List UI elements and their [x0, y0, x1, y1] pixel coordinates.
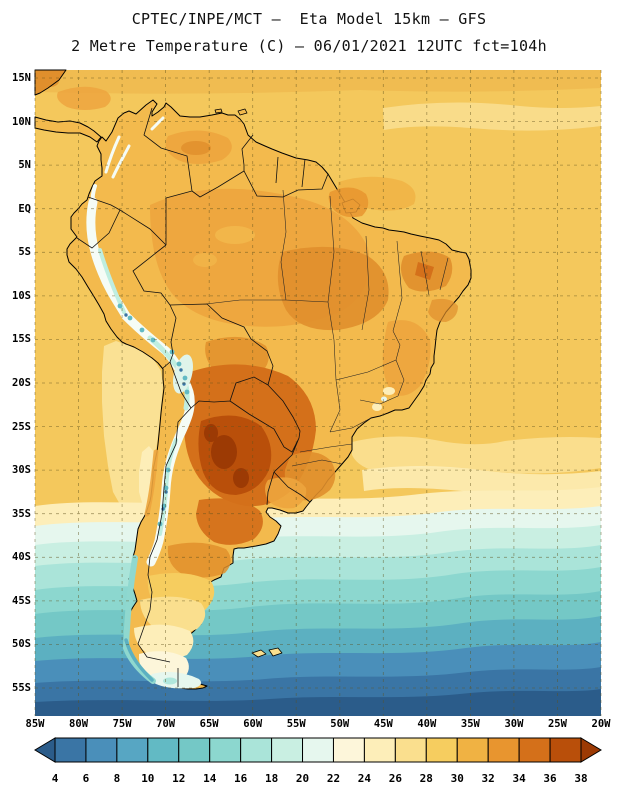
colorbar-tick-label: 30 [451, 772, 464, 785]
colorbar-segment [209, 737, 242, 763]
colorbar-tick-label: 22 [327, 772, 340, 785]
colorbar-segment [518, 737, 551, 763]
colorbar: 4 6 8 10 12 14 16 18 20 22 24 26 28 30 32 34 36 38 [0, 730, 618, 800]
colorbar-tick-label: 16 [234, 772, 248, 785]
colorbar-tick-label: 28 [420, 772, 433, 785]
lon-tick-label: 25W [547, 718, 567, 730]
colorbar-segment [147, 737, 180, 763]
lon-tick-label: 75W [112, 718, 132, 730]
colorbar-tick-label: 10 [141, 772, 154, 785]
lon-tick-label: 20W [591, 718, 611, 730]
colorbar-segment [456, 737, 489, 763]
lat-tick-label: 5S [18, 246, 31, 259]
lon-tick-label: 65W [199, 718, 219, 730]
lat-tick-label: 20S [12, 376, 31, 389]
lat-tick-label: 30S [12, 464, 31, 477]
lat-tick-label: 10N [12, 115, 31, 128]
colorbar-segment [34, 737, 56, 763]
borders [76, 107, 449, 687]
lon-tick-label: 80W [69, 718, 89, 730]
colorbar-tick-label: 38 [574, 772, 587, 785]
central-america-corner [34, 69, 67, 96]
lon-tick-label: 70W [156, 718, 176, 730]
lon-tick-label: 85W [25, 718, 45, 730]
lat-tick-label: 15N [12, 72, 31, 84]
state-borders [205, 189, 449, 467]
country-borders [76, 107, 329, 687]
colorbar-segment [54, 737, 87, 763]
colorbar-segment [487, 737, 520, 763]
lat-tick-label: 15S [12, 333, 31, 346]
colorbar-tick-label: 24 [358, 772, 372, 785]
colorbar-segment [549, 737, 582, 763]
falkland-islands [251, 647, 283, 658]
colorbar-segment [302, 737, 334, 763]
lon-tick-label: 30W [504, 718, 524, 730]
colorbar-segment [240, 737, 273, 763]
lon-tick-label: 40W [417, 718, 437, 730]
grid-path [34, 70, 602, 716]
lat-tick-label: 40S [12, 551, 31, 564]
lat-tick-label: 10S [12, 289, 31, 302]
lat-tick-label: 5N [18, 159, 31, 172]
lon-tick-label: 60W [243, 718, 263, 730]
lat-tick-label: EQ [18, 202, 31, 215]
colorbar-tick-label: 6 [83, 772, 90, 785]
colorbar-segment [425, 737, 458, 763]
colorbar-segment [363, 737, 396, 763]
margarita-island [214, 108, 223, 114]
lon-tick-label: 45W [373, 718, 393, 730]
colorbar-segment [332, 737, 365, 763]
colorbar-tick-label: 8 [114, 772, 121, 785]
colorbar-tick-label: 20 [296, 772, 309, 785]
colorbar-tick-label: 4 [52, 772, 59, 785]
lon-tick-label: 55W [286, 718, 306, 730]
title-line-2: 2 Metre Temperature (C) – 06/01/2021 12U… [71, 37, 547, 55]
colorbar-segment [271, 737, 304, 763]
land-temperature-shading [134, 130, 458, 689]
lon-tick-label: 35W [460, 718, 480, 730]
title-block: CPTEC/INPE/MCT – Eta Model 15km – GFS 2 … [0, 6, 618, 60]
lat-tick-label: 50S [12, 638, 31, 651]
colorbar-tick-label: 18 [265, 772, 278, 785]
colorbar-segment [394, 737, 427, 763]
southern-ocean-bands [35, 487, 601, 716]
colorbar-segment [178, 737, 211, 763]
lat-tick-label: 25S [12, 420, 31, 433]
colorbar-tick-label: 34 [512, 772, 526, 785]
colorbar-segment [116, 737, 149, 763]
title-line-1: CPTEC/INPE/MCT – Eta Model 15km – GFS [131, 10, 487, 28]
lat-tick-label: 55S [12, 681, 31, 694]
grid-lines [34, 70, 602, 716]
colorbar-tick-label: 12 [172, 772, 185, 785]
lon-tick-label: 50W [330, 718, 350, 730]
colorbar-tick-label: 36 [543, 772, 557, 785]
lat-tick-label: 45S [12, 594, 31, 607]
colorbar-segment [580, 737, 602, 763]
colorbar-tick-label: 14 [203, 772, 217, 785]
colorbar-svg: 4 6 8 10 12 14 16 18 20 22 24 26 28 30 32 34 36 38 [34, 737, 602, 785]
colorbar-segment [85, 737, 118, 763]
lat-tick-label: 35S [12, 507, 31, 520]
trinidad-island [237, 108, 248, 116]
colorbar-tick-label: 26 [389, 772, 403, 785]
colorbar-tick-label: 32 [482, 772, 495, 785]
